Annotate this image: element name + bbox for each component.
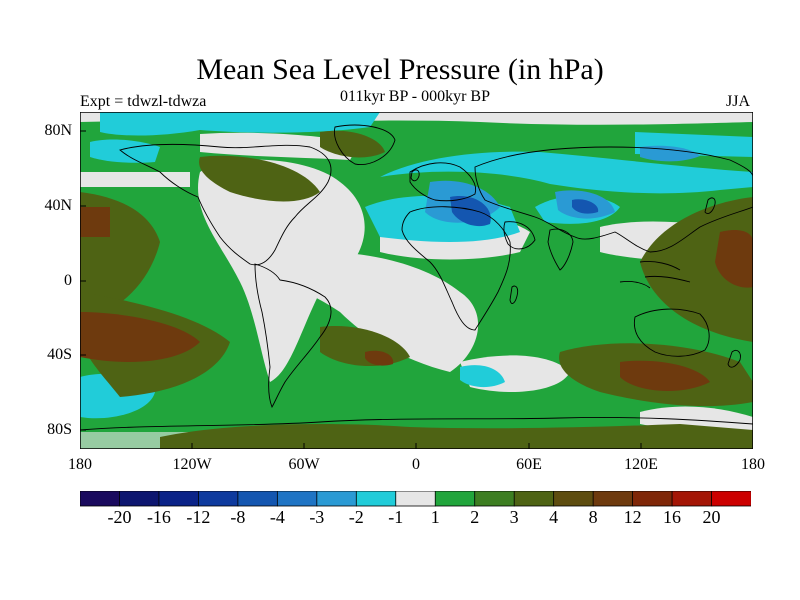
colorbar-swatch bbox=[237, 491, 279, 507]
plot-title: Mean Sea Level Pressure (in hPa) bbox=[196, 53, 604, 86]
colorbar-label: 3 bbox=[509, 507, 519, 527]
colorbar-label: -20 bbox=[107, 507, 132, 527]
x-tick-label: 180 bbox=[68, 456, 92, 473]
colorbar-label: 2 bbox=[470, 507, 480, 527]
colorbar-label: -4 bbox=[269, 507, 285, 527]
y-tick-label: 0 bbox=[64, 272, 72, 289]
colorbar-swatch bbox=[592, 491, 634, 507]
x-tick-label: 120W bbox=[172, 456, 212, 473]
x-tick-label: 0 bbox=[412, 456, 420, 473]
colorbar-label: -2 bbox=[348, 507, 364, 527]
colorbar-swatch bbox=[355, 491, 397, 507]
x-tick-label: 60E bbox=[516, 456, 542, 473]
y-tick-label: 40S bbox=[47, 346, 72, 363]
colorbar-label: 12 bbox=[623, 507, 642, 527]
colorbar-swatch bbox=[711, 491, 751, 507]
colorbar-swatch bbox=[553, 491, 594, 507]
field-negative-strong bbox=[450, 196, 599, 227]
map-tickmarks bbox=[80, 130, 753, 449]
colorbar-label: -12 bbox=[186, 507, 211, 527]
x-tick-label: 180 bbox=[741, 456, 765, 473]
colorbar-swatch bbox=[158, 491, 200, 507]
pressure-anomaly-map bbox=[80, 112, 753, 449]
colorbar-label: 16 bbox=[663, 507, 682, 527]
colorbar-swatch bbox=[316, 491, 357, 507]
y-tick-label: 80N bbox=[44, 122, 72, 139]
coastlines bbox=[80, 124, 753, 431]
season-label: JJA bbox=[726, 93, 751, 110]
colorbar-label: 20 bbox=[702, 507, 721, 527]
x-tick-label: 120E bbox=[624, 456, 658, 473]
colorbar-label: -8 bbox=[230, 507, 246, 527]
colorbar-label: -1 bbox=[388, 507, 404, 527]
colorbar-swatch bbox=[198, 491, 239, 507]
y-tick-label: 80S bbox=[47, 421, 72, 438]
colorbar-label: 8 bbox=[588, 507, 598, 527]
experiment-label: Expt = tdwzl-tdwza bbox=[80, 93, 207, 110]
y-tick-label: 40N bbox=[44, 197, 72, 214]
colorbar-label: 4 bbox=[549, 507, 559, 527]
colorbar-swatch bbox=[671, 491, 713, 507]
period-subtitle: 011kyr BP - 000kyr BP bbox=[340, 88, 490, 105]
field-positive-strong bbox=[80, 207, 753, 392]
colorbar-label: 1 bbox=[430, 507, 440, 527]
x-tick-label: 60W bbox=[288, 456, 320, 473]
colorbar-swatch bbox=[474, 491, 515, 507]
colorbar-swatch bbox=[119, 491, 160, 507]
colorbar-swatch bbox=[434, 491, 476, 507]
colorbar-label: -3 bbox=[309, 507, 325, 527]
colorbar-swatch bbox=[395, 491, 436, 507]
colorbar-swatch bbox=[513, 491, 555, 507]
colorbar-swatch bbox=[632, 491, 673, 507]
colorbar-label: -16 bbox=[146, 507, 171, 527]
colorbar bbox=[80, 491, 751, 507]
colorbar-swatch bbox=[80, 491, 121, 507]
colorbar-swatch bbox=[276, 491, 318, 507]
